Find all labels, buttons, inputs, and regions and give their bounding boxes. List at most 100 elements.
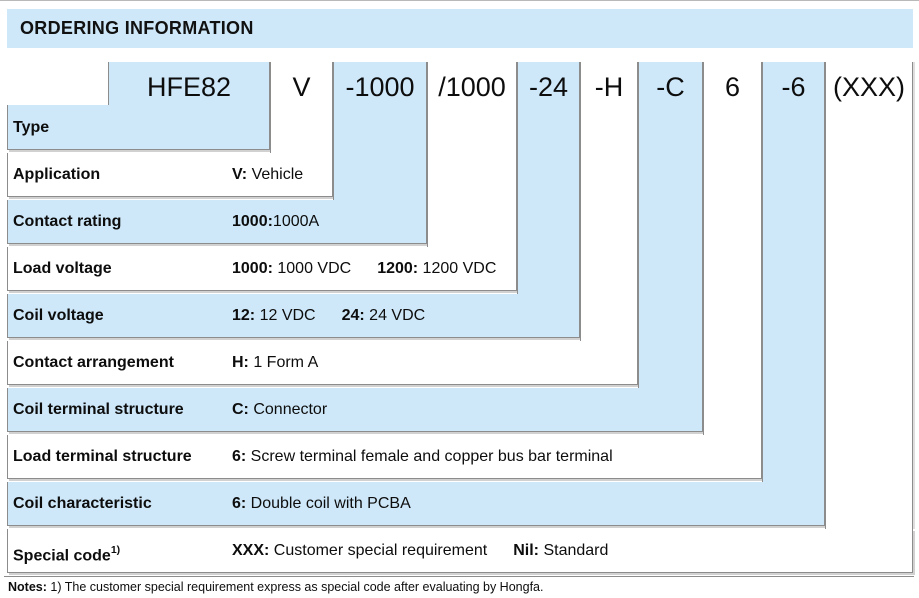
row-band-type (7, 105, 270, 150)
option-description: Customer special requirement (269, 542, 488, 559)
value-option: 24: 24 VDC (342, 307, 426, 324)
notes-divider (4, 576, 914, 577)
value-option: Nil: Standard (513, 542, 608, 559)
value-option: V: Vehicle (232, 166, 303, 183)
code-column-application (270, 62, 333, 153)
row-label-application: Application (13, 153, 100, 197)
row-label-type: Type (13, 105, 49, 150)
part-code-segment-type: HFE82 (146, 72, 232, 102)
row-label-text: Application (13, 166, 101, 183)
row-label-coil-voltage: Coil voltage (13, 294, 104, 338)
row-values-contact-rating: 1000:1000A (232, 200, 345, 244)
option-description: 12 VDC (255, 307, 316, 324)
row-label-text: Contact rating (13, 213, 122, 230)
code-column-coil-voltage (517, 62, 580, 294)
row-label-coil-characteristic: Coil characteristic (13, 482, 152, 526)
row-values-coil-characteristic: 6: Double coil with PCBA (232, 482, 437, 526)
row-label-text: Type (13, 119, 50, 136)
row-values-load-terminal-structure: 6: Screw terminal female and copper bus … (232, 435, 639, 479)
option-description: Connector (248, 401, 328, 418)
row-label-text: Coil terminal structure (13, 401, 184, 418)
option-description: 24 VDC (364, 307, 426, 324)
row-label-contact-arrangement: Contact arrangement (13, 341, 174, 385)
row-label-text: Coil voltage (13, 307, 104, 324)
value-option: XXX: Customer special requirement (232, 542, 487, 559)
option-description: 1 Form A (248, 354, 319, 371)
notes-text: 1) The customer special requirement expr… (46, 580, 544, 594)
part-code-segment-application: V (292, 72, 311, 102)
option-code: C: (232, 401, 249, 418)
notes-line: Notes: 1) The customer special requireme… (8, 580, 543, 594)
option-code: XXX: (232, 542, 270, 559)
row-label-text: Special code (13, 547, 111, 565)
row-values-contact-arrangement: H: 1 Form A (232, 341, 344, 385)
code-column-special-code (825, 62, 913, 529)
value-option: 6: Screw terminal female and copper bus … (232, 448, 613, 465)
option-description: Standard (539, 542, 609, 559)
option-code: 1000: (232, 260, 273, 277)
part-code-segment-contact-rating: -1000 (345, 72, 415, 102)
row-label-contact-rating: Contact rating (13, 200, 121, 244)
option-code: 12: (232, 307, 256, 324)
row-values-coil-voltage: 12: 12 VDC 24: 24 VDC (232, 294, 451, 338)
code-column-coil-characteristic (762, 62, 825, 482)
code-column-load-terminal-structure (703, 62, 762, 435)
option-description: 1200 VDC (418, 260, 497, 277)
part-code-segment-coil-terminal-structure: -C (656, 72, 685, 102)
option-code: 6: (232, 448, 247, 465)
option-description: 1000 VDC (272, 260, 352, 277)
row-values-special-code: XXX: Customer special requirement Nil: St… (232, 529, 634, 573)
option-code: H: (232, 354, 249, 371)
option-description: Vehicle (247, 166, 304, 183)
row-label-text: Coil characteristic (13, 495, 152, 512)
part-code-segment-load-terminal-structure: 6 (724, 72, 741, 102)
part-code-segment-special-code: (XXX) (832, 72, 905, 102)
value-option: 12: 12 VDC (232, 307, 316, 324)
option-code: 6: (232, 495, 247, 512)
value-option: 1000: 1000 VDC (232, 260, 351, 277)
value-option: C: Connector (232, 401, 327, 418)
option-code: 1200: (377, 260, 419, 277)
part-code-segment-coil-voltage: -24 (528, 72, 569, 102)
option-description: 1000A (272, 213, 320, 230)
option-code: V: (232, 166, 248, 183)
code-column-coil-terminal-structure (638, 62, 703, 388)
row-band-load-terminal-structure (7, 435, 762, 479)
code-column-contact-rating (333, 62, 427, 200)
top-divider (0, 0, 919, 1)
row-band-load-voltage (7, 247, 517, 291)
row-values-coil-terminal-structure: C: Connector (232, 388, 353, 432)
part-code-segment-contact-arrangement: -H (594, 72, 624, 102)
row-band-coil-voltage (7, 294, 580, 338)
option-code: Nil: (513, 542, 539, 559)
section-title: ORDERING INFORMATION (20, 18, 254, 38)
row-label-load-voltage: Load voltage (13, 247, 112, 291)
value-option: 1200: 1200 VDC (377, 260, 496, 277)
row-band-contact-arrangement (7, 341, 638, 385)
code-column-load-voltage (427, 62, 517, 247)
row-label-text: Load terminal structure (13, 448, 192, 465)
row-label-coil-terminal-structure: Coil terminal structure (13, 388, 184, 432)
row-label-load-terminal-structure: Load terminal structure (13, 435, 192, 479)
code-column-type (108, 62, 270, 105)
row-values-application: V: Vehicle (232, 153, 329, 197)
value-option: 6: Double coil with PCBA (232, 495, 411, 512)
row-label-text: Load voltage (13, 260, 112, 277)
notes-label: Notes: (8, 580, 47, 594)
row-label-special-code: Special code1) (13, 529, 120, 573)
row-label-text: Contact arrangement (13, 354, 174, 371)
part-code-segment-load-voltage: /1000 (438, 72, 506, 102)
code-column-contact-arrangement (580, 62, 638, 341)
option-code: 1000: (232, 213, 273, 230)
row-band-coil-characteristic (7, 482, 825, 526)
row-band-special-code (7, 529, 913, 573)
option-description: Double coil with PCBA (246, 495, 411, 512)
section-header-bar: ORDERING INFORMATION (7, 9, 913, 48)
value-option: 1000:1000A (232, 213, 319, 230)
row-band-contact-rating (7, 200, 427, 244)
row-values-load-voltage: 1000: 1000 VDC 1200: 1200 VDC (232, 247, 522, 291)
option-code: 24: (341, 307, 365, 324)
row-band-application (7, 153, 333, 197)
value-option: H: 1 Form A (232, 354, 318, 371)
